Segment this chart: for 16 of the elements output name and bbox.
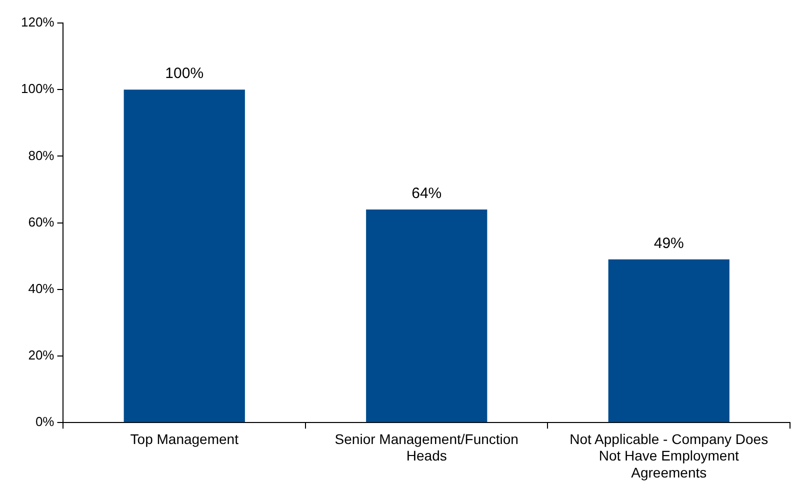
bar — [608, 259, 730, 422]
y-tick-label: 80% — [28, 148, 55, 163]
y-tick-label: 40% — [28, 280, 55, 296]
x-tick-label: Senior Management/Function Heads — [334, 430, 518, 464]
data-label: 64% — [412, 185, 442, 202]
y-tick-label: 60% — [28, 214, 55, 230]
x-tick-label: Top Management — [130, 430, 239, 447]
bar — [124, 90, 245, 422]
data-label: 100% — [165, 65, 204, 82]
y-tick-label: 0% — [35, 414, 55, 430]
y-tick-label: 120% — [21, 14, 55, 30]
bar — [366, 209, 488, 422]
data-label: 49% — [654, 235, 684, 252]
x-tick-label: Not Applicable - Company Does Not Have Employment Agreements — [570, 430, 768, 480]
y-tick-label: 100% — [21, 81, 55, 96]
y-tick-label: 20% — [28, 348, 55, 363]
